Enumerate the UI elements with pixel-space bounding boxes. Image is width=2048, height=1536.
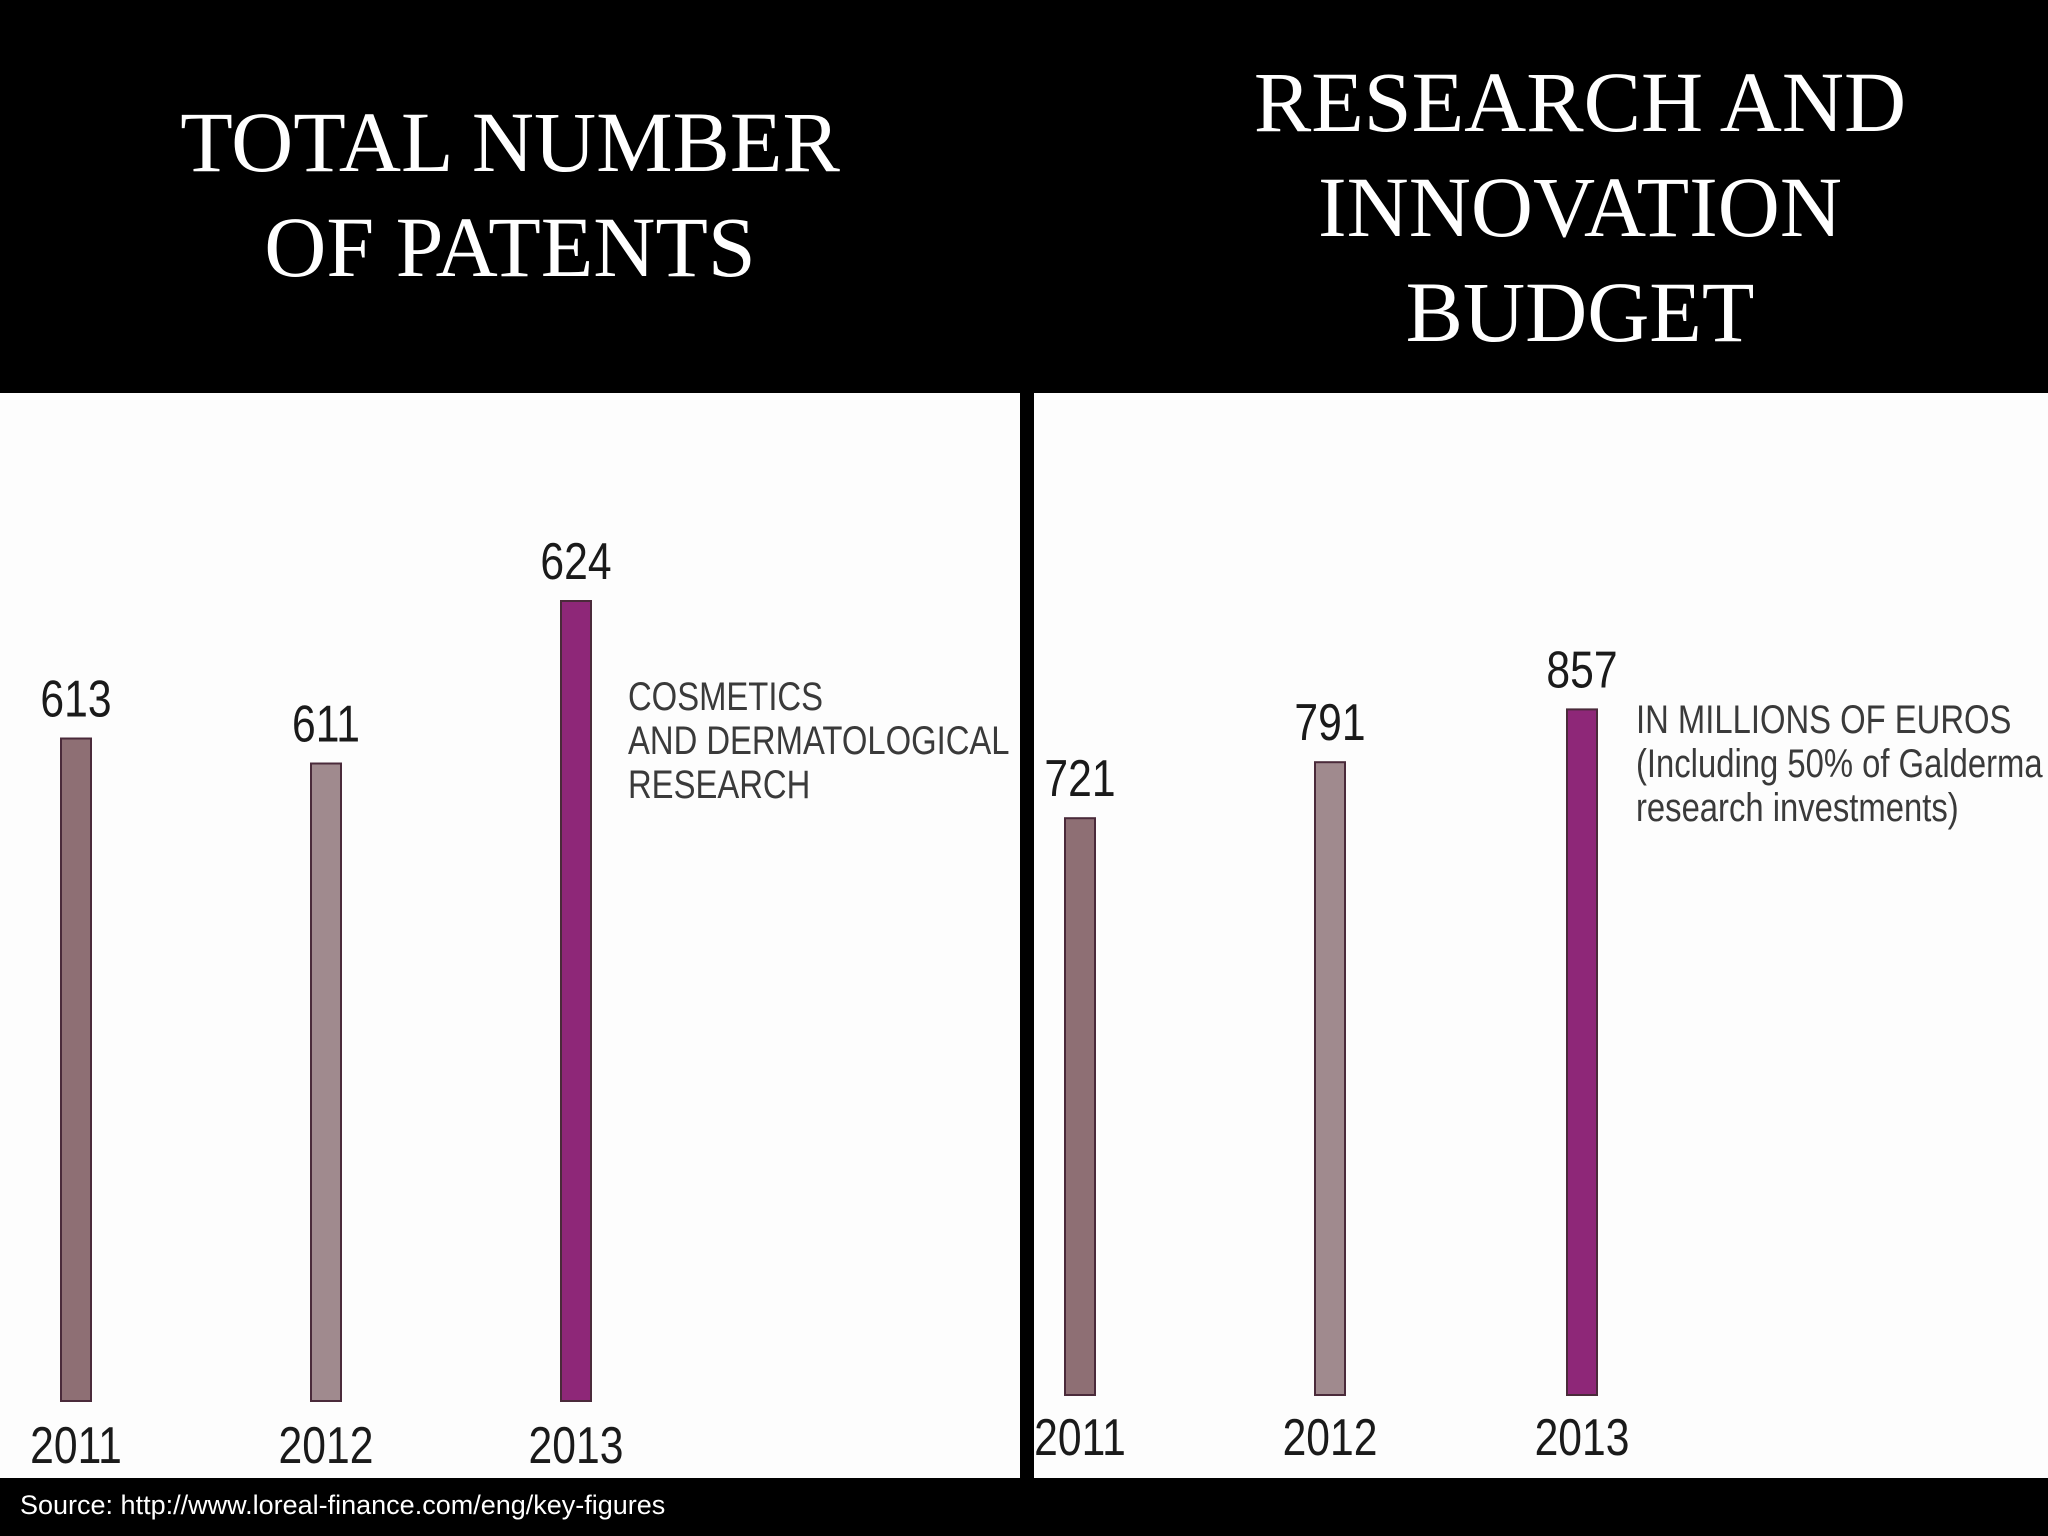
budget-chart-panel: 721 2011 791 2012 857 2013 IN MILLIONS OF EUR…: [1034, 393, 2048, 1478]
category-label-2013: 2013: [1535, 1409, 1630, 1467]
value-label-2011: 613: [40, 671, 111, 729]
category-label-2011: 2011: [1034, 1409, 1126, 1467]
bar-2011: [1064, 817, 1096, 1396]
budget-chart-annotation: IN MILLIONS OF EUROS (Including 50% of G…: [1636, 698, 2043, 830]
bar-2011: [60, 737, 92, 1402]
patents-chart-annotation: COSMETICS AND DERMATOLOGICAL RESEARCH: [628, 675, 1010, 807]
patents-chart-title: TOTAL NUMBER OF PATENTS: [180, 94, 840, 295]
value-label-2012: 611: [292, 696, 360, 754]
bar-2013: [1566, 708, 1598, 1396]
value-label-2011: 721: [1044, 750, 1115, 808]
value-label-2012: 791: [1294, 694, 1365, 752]
category-label-2013: 2013: [529, 1417, 624, 1475]
patents-chart: 613 2011 611 2012 624 2013: [30, 533, 624, 1475]
category-label-2011: 2011: [30, 1417, 122, 1475]
budget-chart-title: RESEARCH AND INNOVATION BUDGET: [1253, 54, 1907, 360]
budget-chart: 721 2011 791 2012 857 2013: [1034, 641, 1630, 1467]
category-label-2012: 2012: [279, 1417, 374, 1475]
category-label-2012: 2012: [1283, 1409, 1378, 1467]
bar-2012: [1314, 761, 1346, 1396]
bar-2012: [310, 762, 342, 1402]
source-citation: Source: http://www.loreal-finance.com/en…: [20, 1490, 666, 1520]
bar-2013: [560, 600, 592, 1402]
value-label-2013: 857: [1546, 641, 1617, 699]
patents-chart-panel: 613 2011 611 2012 624 2013 COSMETICS AND DERM…: [0, 393, 1020, 1478]
value-label-2013: 624: [540, 533, 611, 591]
